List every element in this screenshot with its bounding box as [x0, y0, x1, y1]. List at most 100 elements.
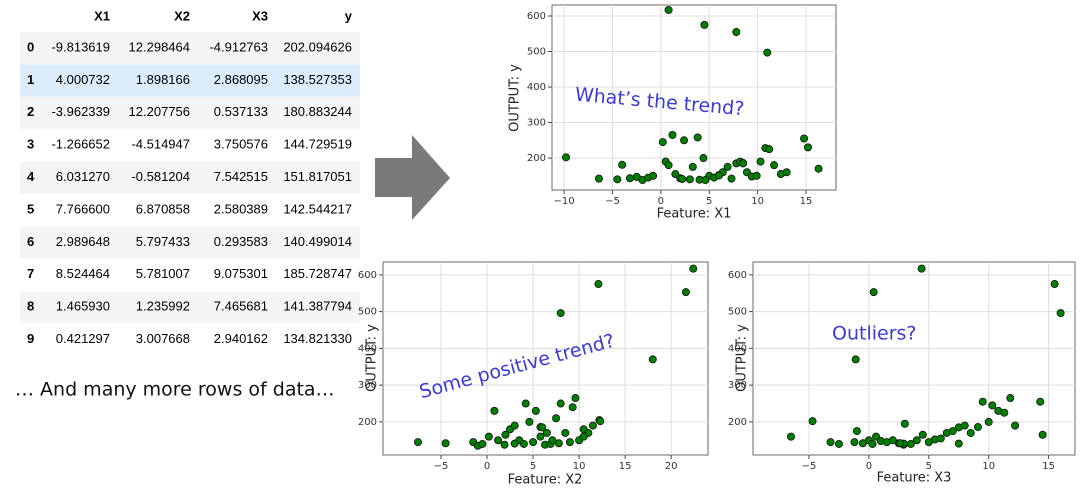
data-point — [960, 421, 969, 430]
data-point — [752, 171, 761, 180]
table-cell: 3.007668 — [136, 331, 190, 346]
data-point — [714, 171, 723, 180]
y-tick-label: 500 — [527, 47, 546, 58]
data-point — [618, 160, 627, 169]
data-point — [562, 153, 571, 162]
y-tick-label: 400 — [358, 343, 377, 354]
data-point — [763, 48, 772, 57]
table-cell: 2.868095 — [214, 72, 268, 87]
data-point — [814, 164, 823, 173]
data-point — [556, 309, 565, 318]
y-tick-label: 200 — [527, 153, 546, 164]
table-cell: 0.293583 — [214, 234, 268, 249]
data-point — [521, 399, 530, 408]
data-point — [568, 403, 577, 412]
row-index: 9 — [27, 331, 34, 346]
plot-area — [752, 261, 1076, 456]
x-axis-label: Feature: X3 — [877, 471, 952, 486]
data-point — [732, 27, 741, 36]
data-point — [478, 439, 487, 448]
plot-area — [551, 4, 837, 191]
data-point — [786, 432, 795, 441]
data-point — [588, 421, 597, 430]
data-point — [973, 423, 982, 432]
data-point — [529, 438, 538, 447]
table-cell: 180.883244 — [283, 104, 352, 119]
data-point — [700, 20, 709, 29]
y-tick-label: 400 — [728, 343, 747, 354]
data-point — [765, 145, 774, 154]
table-cell: 4.000732 — [56, 72, 110, 87]
x-tick-label: 0 — [484, 461, 490, 472]
data-point — [490, 406, 499, 415]
x-tick-label: −5 — [802, 461, 817, 472]
table-cell: 0.421297 — [56, 331, 110, 346]
data-point — [536, 432, 545, 441]
data-point — [685, 175, 694, 184]
data-point — [868, 439, 877, 448]
row-index: 5 — [27, 201, 34, 216]
table-cell: 0.537133 — [214, 104, 268, 119]
table-cell: -0.581204 — [131, 169, 190, 184]
table-cell: 6.031270 — [56, 169, 110, 184]
x-tick-label: 15 — [800, 196, 813, 207]
data-point — [579, 432, 588, 441]
x-axis-label: Feature: X1 — [657, 207, 732, 222]
data-point — [918, 430, 927, 439]
data-point — [596, 417, 605, 426]
data-point — [936, 434, 945, 443]
data-point — [668, 130, 677, 139]
table-cell: 202.094626 — [283, 39, 352, 54]
data-point — [851, 355, 860, 364]
data-point — [954, 439, 963, 448]
data-point — [826, 438, 835, 447]
table-cell: 12.298464 — [129, 39, 190, 54]
row-index: 7 — [27, 266, 34, 281]
data-point — [978, 397, 987, 406]
x-tick-label: 15 — [619, 461, 632, 472]
y-tick-label: 400 — [527, 82, 546, 93]
data-point — [664, 161, 673, 170]
y-tick-label: 500 — [358, 307, 377, 318]
x-tick-label: 10 — [982, 461, 995, 472]
data-point — [681, 288, 690, 297]
table-row — [20, 161, 360, 194]
table-row — [20, 226, 360, 259]
x-tick-label: 0 — [658, 196, 664, 207]
table-cell: 2.580389 — [214, 201, 268, 216]
data-point — [739, 159, 748, 168]
data-point — [548, 436, 557, 445]
table-cell: 141.387794 — [283, 299, 352, 314]
y-tick-label: 300 — [358, 380, 377, 391]
data-point — [556, 399, 565, 408]
table-cell: 1.898166 — [136, 72, 190, 87]
table-cell: 9.075301 — [214, 266, 268, 281]
row-index: 6 — [27, 234, 34, 249]
table-cell: 7.766600 — [56, 201, 110, 216]
table-cell: 12.207756 — [129, 104, 190, 119]
data-point — [912, 436, 921, 445]
x-tick-label: 0 — [866, 461, 872, 472]
table-row — [20, 291, 360, 324]
data-point — [494, 436, 503, 445]
data-point — [594, 280, 603, 289]
row-index: 4 — [27, 169, 35, 184]
y-tick-label: 300 — [527, 118, 546, 129]
y-tick-label: 600 — [527, 11, 546, 22]
data-point — [803, 143, 812, 152]
data-point — [649, 171, 658, 180]
x-tick-label: 10 — [751, 196, 764, 207]
table-cell: 185.728747 — [283, 266, 352, 281]
table-row — [20, 323, 360, 356]
data-point — [525, 417, 534, 426]
data-point — [770, 161, 779, 170]
table-cell: 2.940162 — [214, 331, 268, 346]
row-index: 1 — [27, 72, 34, 87]
data-point — [484, 432, 493, 441]
data-point — [554, 439, 563, 448]
table-cell: 7.465681 — [214, 299, 268, 314]
data-point — [917, 264, 926, 273]
x-tick-label: −10 — [554, 196, 575, 207]
x-tick-label: 15 — [1042, 461, 1055, 472]
